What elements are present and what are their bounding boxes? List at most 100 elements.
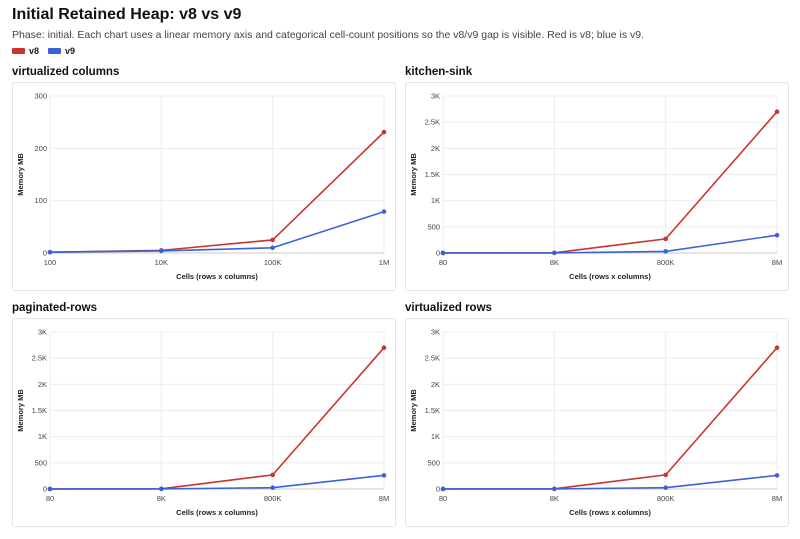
series-line-v9 <box>442 234 778 254</box>
y-tick-label: 0 <box>43 485 47 494</box>
series-line-v9 <box>442 474 778 490</box>
y-tick-label: 1.5K <box>425 406 440 415</box>
y-tick-label: 2.5K <box>32 354 47 363</box>
y-tick-label: 1K <box>431 196 440 205</box>
data-point-v9 <box>270 245 275 251</box>
data-point-v8 <box>270 237 275 243</box>
legend: v8 v9 <box>12 46 84 56</box>
x-tick-label: 800K <box>264 494 282 503</box>
x-axis-title: Cells (rows x columns) <box>176 272 258 281</box>
y-axis-title: Memory MB <box>409 389 418 432</box>
data-point-v8 <box>774 109 780 114</box>
y-tick-label: 1K <box>38 432 47 441</box>
data-point-v9 <box>774 473 780 478</box>
y-tick-label: 2K <box>38 380 47 389</box>
y-axis-title: Memory MB <box>409 153 418 196</box>
chart-panel-virtualized-columns: virtualized columns 0 100 200 300 100 10K 100K… <box>12 66 396 291</box>
data-point-v9 <box>663 249 668 254</box>
page-subtitle: Phase: initial. Each chart uses a linear… <box>12 29 645 41</box>
y-tick-label: 2.5K <box>425 118 440 127</box>
x-axis-title: Cells (rows x columns) <box>569 508 651 517</box>
series-line-v9 <box>49 474 385 490</box>
y-tick-label: 1K <box>431 432 440 441</box>
data-point-v8 <box>381 345 387 350</box>
chart-title: kitchen-sink <box>405 66 473 78</box>
chart-area: 0 500 1K 1.5K 2K 2.5K 3K 80 8K 800K 8M Cells (rows … <box>405 318 789 527</box>
x-tick-label: 1M <box>379 258 389 267</box>
y-tick-label: 1.5K <box>32 406 47 415</box>
y-tick-label: 0 <box>436 485 440 494</box>
chart-panel-virtualized-rows: virtualized rows 0 500 1K 1.5K 2K 2.5K 3K 80 8K 8… <box>405 302 789 527</box>
x-tick-label: 80 <box>439 258 447 267</box>
page-title: Initial Retained Heap: v8 vs v9 <box>12 6 242 23</box>
data-point-v9 <box>381 473 387 478</box>
x-tick-label: 80 <box>439 494 447 503</box>
chart-area: 0 500 1K 1.5K 2K 2.5K 3K 80 8K 800K 8M Cells (rows … <box>12 318 396 527</box>
y-tick-label: 100 <box>34 196 47 205</box>
data-point-v9 <box>47 486 53 492</box>
chart-panel-kitchen-sink: kitchen-sink 0 500 1K 1.5K 2K 2.5K 3K 80 8K 800K 8… <box>405 66 789 291</box>
chart-area: 0 500 1K 1.5K 2K 2.5K 3K 80 8K 800K 8M Cells (rows … <box>405 82 789 291</box>
data-point-v8 <box>270 472 275 478</box>
legend-label-v8: v8 <box>29 46 40 56</box>
data-point-v9 <box>440 250 446 256</box>
x-axis-title: Cells (rows x columns) <box>569 272 651 281</box>
x-tick-label: 800K <box>657 258 675 267</box>
y-tick-label: 200 <box>34 144 47 153</box>
y-tick-label: 2K <box>431 380 440 389</box>
data-point-v9 <box>159 486 164 492</box>
data-point-v9 <box>47 249 53 255</box>
chart-title: virtualized rows <box>405 302 492 314</box>
y-axis-title: Memory MB <box>16 389 25 432</box>
series-line-v8 <box>442 111 778 254</box>
y-tick-label: 2K <box>431 144 440 153</box>
x-tick-label: 80 <box>46 494 54 503</box>
data-point-v8 <box>774 345 780 350</box>
chart-svg: 0 500 1K 1.5K 2K 2.5K 3K 80 8K 800K 8M Cells (rows … <box>409 92 782 282</box>
y-tick-label: 3K <box>431 328 440 337</box>
chart-title: virtualized columns <box>12 66 120 78</box>
legend-swatch-v8 <box>12 48 25 54</box>
x-tick-label: 8K <box>157 494 166 503</box>
x-tick-label: 800K <box>657 494 675 503</box>
x-axis-title: Cells (rows x columns) <box>176 508 258 517</box>
data-point-v9 <box>774 232 780 238</box>
series-line-v9 <box>49 210 385 254</box>
y-tick-label: 3K <box>38 328 47 337</box>
data-point-v9 <box>270 485 275 490</box>
x-tick-label: 8K <box>550 494 559 503</box>
x-tick-label: 8M <box>772 258 782 267</box>
chart-svg: 0 500 1K 1.5K 2K 2.5K 3K 80 8K 800K 8M Cells (rows … <box>409 328 782 518</box>
x-tick-label: 100K <box>264 258 282 267</box>
data-point-v9 <box>663 485 668 490</box>
series-line-v8 <box>442 347 778 490</box>
chart-panel-paginated-rows: paginated-rows 0 500 1K 1.5K 2K 2.5K 3K 80 8K 800… <box>12 302 396 527</box>
y-tick-label: 300 <box>34 92 47 101</box>
chart-area: 0 100 200 300 100 10K 100K 1M Cells (rows x colu… <box>12 82 396 291</box>
chart-title: paginated-rows <box>12 302 97 314</box>
y-tick-label: 500 <box>427 222 440 231</box>
data-point-v8 <box>663 236 668 242</box>
y-tick-label: 0 <box>436 249 440 258</box>
legend-label-v9: v9 <box>65 46 76 56</box>
data-point-v8 <box>663 472 668 478</box>
data-point-v9 <box>159 248 164 254</box>
y-tick-label: 3K <box>431 92 440 101</box>
series-line-v8 <box>49 347 385 490</box>
y-axis-title: Memory MB <box>16 153 25 196</box>
data-point-v9 <box>381 209 387 214</box>
data-point-v9 <box>552 250 557 256</box>
x-tick-label: 8K <box>550 258 559 267</box>
chart-svg: 0 500 1K 1.5K 2K 2.5K 3K 80 8K 800K 8M Cells (rows … <box>16 328 389 518</box>
x-tick-label: 8M <box>379 494 389 503</box>
x-tick-label: 100 <box>44 258 57 267</box>
legend-item-v8: v8 <box>12 46 39 56</box>
data-point-v9 <box>440 486 446 492</box>
x-tick-label: 10K <box>155 258 168 267</box>
y-tick-label: 0 <box>43 249 47 258</box>
x-tick-label: 8M <box>772 494 782 503</box>
data-point-v9 <box>552 486 557 492</box>
y-tick-label: 500 <box>34 458 47 467</box>
y-tick-label: 2.5K <box>425 354 440 363</box>
